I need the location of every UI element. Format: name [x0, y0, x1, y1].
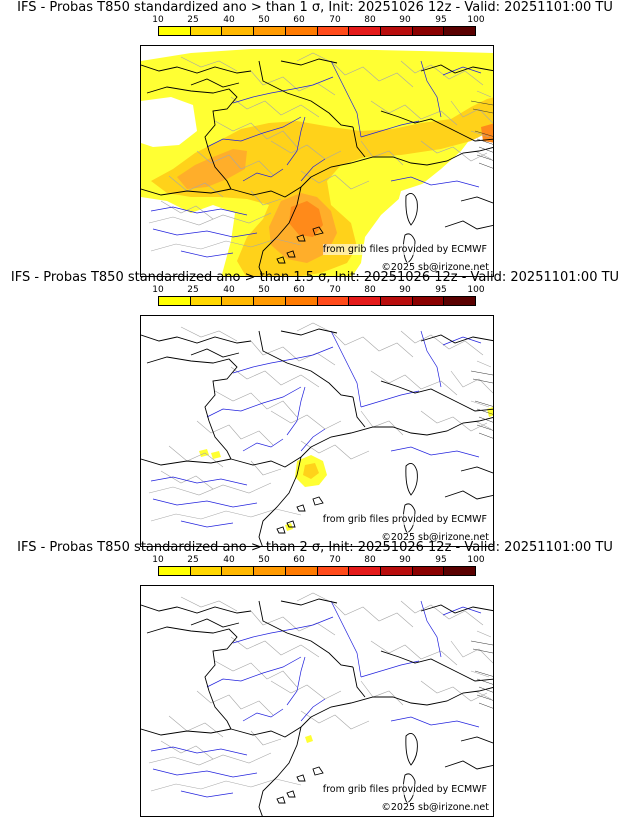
colorbar-segment: [380, 27, 413, 35]
colorbar-segment: [349, 27, 381, 35]
colorbar-segment: [190, 27, 223, 35]
colorbar-tick: 10: [152, 555, 164, 565]
colorbar-segment: [285, 27, 318, 35]
colorbar-tick: 95: [435, 555, 447, 565]
colorbar-segment: [380, 297, 413, 305]
colorbar-tick: 25: [187, 285, 199, 295]
colorbar: [158, 296, 476, 306]
colorbar-segment: [222, 27, 255, 35]
colorbar-tick: 60: [293, 15, 305, 25]
panel-title: IFS - Probas T850 standardized ano > tha…: [17, 540, 613, 555]
colorbar-tick: 50: [258, 285, 270, 295]
panel-2sigma: IFS - Probas T850 standardized ano > tha…: [0, 540, 630, 817]
colorbar-tick: 40: [223, 15, 235, 25]
colorbar-labels: 10 25 40 50 60 70 80 90 95 100: [152, 285, 484, 295]
colorbar-tick: 90: [399, 15, 411, 25]
colorbar-segment: [444, 297, 476, 305]
colorbar-tick: 25: [187, 15, 199, 25]
map: from grib files provided by ECMWF ©2025 …: [140, 45, 494, 277]
prob-area-orange: [177, 149, 247, 189]
colorbar-tick: 60: [293, 555, 305, 565]
colorbar-tick: 90: [399, 555, 411, 565]
colorbar-segment: [222, 567, 255, 575]
prob-spot-west-2: [211, 451, 221, 459]
colorbar-tick: 10: [152, 285, 164, 295]
colorbar-tick: 70: [329, 15, 341, 25]
colorbar-tick: 100: [467, 285, 485, 295]
colorbar-tick: 10: [152, 15, 164, 25]
colorbar-tick: 100: [467, 555, 485, 565]
colorbar-segment: [190, 567, 223, 575]
colorbar: [158, 26, 476, 36]
map-canvas: [141, 49, 493, 276]
colorbar-tick: 70: [329, 555, 341, 565]
colorbar-segment: [254, 297, 286, 305]
colorbar-segment: [412, 27, 445, 35]
colorbar-segment: [412, 567, 445, 575]
colorbar-segment: [317, 297, 350, 305]
colorbar-tick: 25: [187, 555, 199, 565]
colorbar-tick: 80: [364, 15, 376, 25]
colorbar-segment: [444, 27, 476, 35]
map-canvas: [141, 592, 493, 816]
panel-title: IFS - Probas T850 standardized ano > tha…: [17, 0, 613, 15]
colorbar-segment: [159, 567, 191, 575]
colorbar-segment: [349, 567, 381, 575]
panel-title: IFS - Probas T850 standardized ano > tha…: [10, 270, 620, 285]
prob-area-dark: [289, 201, 323, 237]
colorbar-tick: 95: [435, 285, 447, 295]
colorbar-tick: 40: [223, 285, 235, 295]
colorbar-tick: 100: [467, 15, 485, 25]
colorbar-labels: 10 25 40 50 60 70 80 90 95 100: [152, 15, 484, 25]
colorbar-tick: 50: [258, 15, 270, 25]
credit-source: from grib files provided by ECMWF: [322, 244, 487, 255]
credit-source: from grib files provided by ECMWF: [322, 514, 487, 525]
colorbar-segment: [285, 567, 318, 575]
prob-spot-west: [199, 449, 209, 457]
prob-area-dark-east: [481, 123, 493, 143]
map: from grib files provided by ECMWF ©2025 …: [140, 315, 494, 547]
colorbar: [158, 566, 476, 576]
prob-gap-north: [141, 97, 197, 147]
colorbar-segment: [444, 567, 476, 575]
colorbar-segment: [285, 297, 318, 305]
colorbar-segment: [190, 297, 223, 305]
colorbar-segment: [380, 567, 413, 575]
credit-source: from grib files provided by ECMWF: [322, 784, 487, 795]
colorbar-segment: [317, 27, 350, 35]
credit-copyright: ©2025 sb@irizone.net: [381, 802, 489, 813]
map: from grib files provided by ECMWF ©2025 …: [140, 585, 494, 817]
colorbar-labels: 10 25 40 50 60 70 80 90 95 100: [152, 555, 484, 565]
colorbar-segment: [317, 567, 350, 575]
probability-field: [305, 735, 313, 743]
colorbar-segment: [254, 27, 286, 35]
credit-copyright: ©2025 sb@irizone.net: [381, 262, 489, 273]
colorbar-segment: [159, 27, 191, 35]
colorbar-tick: 60: [293, 285, 305, 295]
colorbar-tick: 50: [258, 555, 270, 565]
map-canvas: [141, 322, 493, 546]
colorbar-tick: 90: [399, 285, 411, 295]
probability-field: [199, 407, 493, 531]
colorbar-segment: [222, 297, 255, 305]
prob-spot-ne: [487, 407, 493, 417]
colorbar-segment: [349, 297, 381, 305]
panel-1sigma: IFS - Probas T850 standardized ano > tha…: [0, 0, 630, 277]
colorbar-segment: [159, 297, 191, 305]
prob-spot-south: [305, 735, 313, 743]
prob-area-mid: [303, 463, 319, 479]
colorbar-tick: 40: [223, 555, 235, 565]
panel-1-5sigma: IFS - Probas T850 standardized ano > tha…: [0, 270, 630, 547]
colorbar-tick: 95: [435, 15, 447, 25]
colorbar-segment: [254, 567, 286, 575]
colorbar-segment: [412, 297, 445, 305]
colorbar-tick: 70: [329, 285, 341, 295]
colorbar-tick: 80: [364, 285, 376, 295]
credit-copyright: ©2025 sb@irizone.net: [381, 532, 489, 543]
prob-area-mid: [151, 97, 493, 276]
colorbar-tick: 80: [364, 555, 376, 565]
